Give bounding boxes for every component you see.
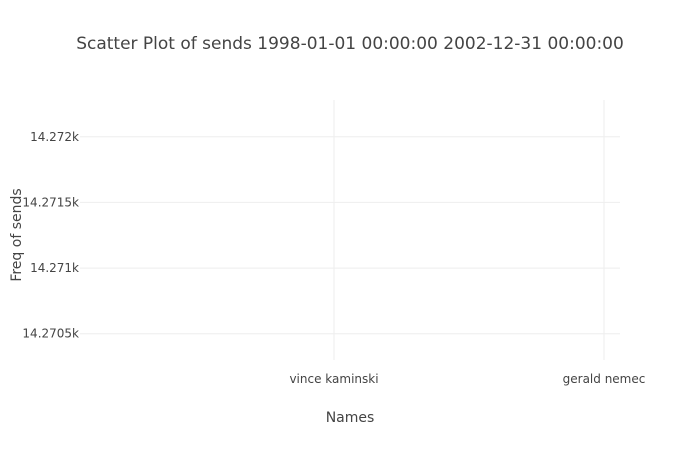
- chart-title: Scatter Plot of sends 1998-01-01 00:00:0…: [76, 34, 624, 54]
- y-tick-label: 14.2705k: [22, 327, 79, 341]
- x-tick-label: vince kaminski: [289, 372, 378, 386]
- y-axis-title: Freq of sends: [9, 188, 25, 281]
- y-tick-label: 14.2715k: [22, 195, 79, 209]
- x-tick-label: gerald nemec: [563, 372, 646, 386]
- y-tick-label: 14.271k: [30, 261, 79, 275]
- x-axis-title: Names: [326, 410, 375, 426]
- y-tick-label: 14.272k: [30, 130, 79, 144]
- plot-area: vince kaminski gerald nemec 14.2705k 14.271…: [22, 100, 645, 386]
